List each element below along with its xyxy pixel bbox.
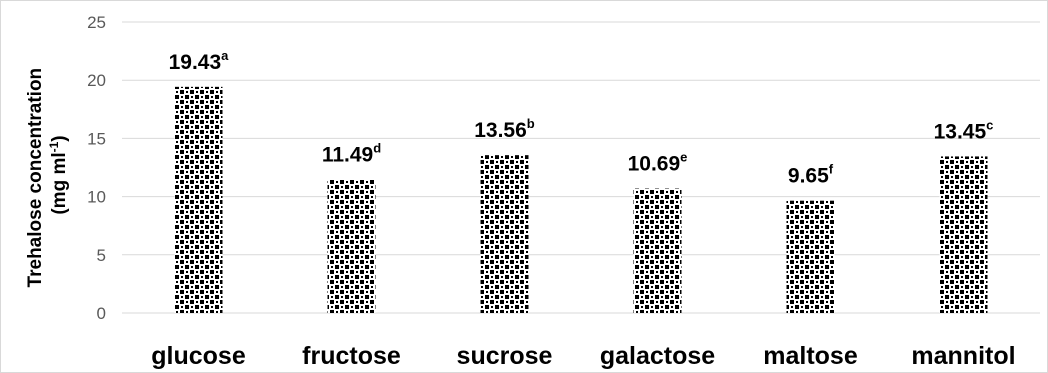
data-label-value: 11.49 [322, 143, 373, 166]
y-axis-title-unit-sup: -1 [47, 141, 61, 152]
data-label-galactose: 10.69e [628, 150, 688, 176]
data-label-letter: f [829, 162, 834, 177]
data-label-sucrose: 13.56b [474, 116, 535, 142]
data-labels: 19.43a 11.49d 13.56b 10.69e 9.65f 13.45c [169, 48, 994, 188]
data-label-value: 13.56 [474, 119, 527, 142]
bar-sucrose [480, 155, 529, 313]
x-category-label: fructose [302, 342, 401, 370]
bar-fructose [327, 179, 376, 313]
x-category-label: mannitol [911, 342, 1015, 370]
bar-galactose [633, 188, 682, 313]
y-axis-title: Trehalose concentration (mg ml-1) [25, 63, 70, 288]
gridlines [122, 21, 1040, 314]
bar-mannitol [939, 156, 988, 313]
data-label-letter: a [221, 48, 229, 63]
bars [174, 86, 988, 313]
data-label-letter: c [986, 117, 993, 132]
y-axis-title-line2: (mg ml-1) [47, 135, 70, 214]
y-axis-title-unit-prefix: (mg ml [49, 152, 70, 214]
data-label-letter: d [373, 140, 381, 155]
y-tick-label: 25 [87, 13, 106, 32]
data-label-maltose: 9.65f [788, 162, 834, 188]
data-label-fructose: 11.49d [322, 140, 381, 166]
data-label-value: 9.65 [788, 165, 829, 188]
data-label-letter: b [527, 116, 535, 131]
data-label-mannitol: 13.45c [934, 117, 994, 143]
y-axis-ticks: 0 5 10 15 20 25 [87, 13, 106, 323]
bar-maltose [786, 200, 835, 313]
y-axis-title-line1: Trehalose concentration [25, 68, 46, 288]
y-tick-label: 20 [87, 71, 106, 90]
x-category-label: galactose [600, 342, 715, 370]
x-category-label: sucrose [457, 342, 553, 370]
y-tick-label: 15 [87, 129, 106, 148]
data-label-value: 10.69 [628, 153, 681, 176]
y-axis-title-unit-suffix: ) [49, 135, 70, 141]
bar-glucose [174, 86, 223, 313]
x-axis-categories: glucose fructose sucrose galactose maltose ma… [151, 342, 1015, 370]
data-label-value: 13.45 [934, 120, 987, 143]
x-category-label: glucose [151, 342, 246, 370]
data-label-letter: e [680, 150, 687, 165]
y-tick-label: 10 [87, 188, 106, 207]
data-label-glucose: 19.43a [169, 48, 230, 74]
x-category-label: maltose [763, 342, 858, 370]
y-tick-label: 0 [97, 304, 106, 323]
data-label-value: 19.43 [169, 51, 222, 74]
y-tick-label: 5 [97, 246, 106, 265]
